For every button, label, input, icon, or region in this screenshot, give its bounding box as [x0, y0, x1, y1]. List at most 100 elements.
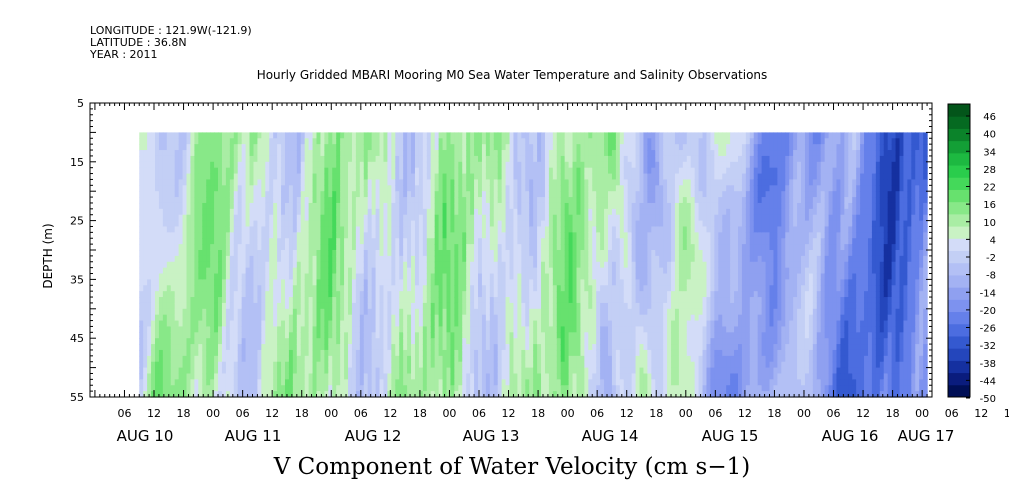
heatmap-cell: [552, 173, 558, 181]
heatmap-cell: [572, 238, 578, 245]
heatmap-cell: [304, 291, 310, 298]
heatmap-cell: [166, 344, 172, 351]
heatmap-cell: [399, 214, 404, 222]
heatmap-cell: [194, 155, 199, 163]
heatmap-cell: [462, 214, 467, 222]
heatmap-cell: [300, 326, 306, 333]
heatmap-cell: [493, 385, 499, 392]
heatmap-cell: [517, 238, 522, 245]
heatmap-cell: [568, 232, 574, 239]
heatmap-cell: [426, 361, 432, 369]
heatmap-cell: [481, 261, 487, 269]
heatmap-cell: [324, 291, 329, 298]
heatmap-cell: [485, 326, 491, 333]
heatmap-cell: [505, 232, 511, 239]
heatmap-cell: [210, 244, 215, 251]
heatmap-cell: [371, 373, 377, 380]
heatmap-cell: [470, 208, 475, 216]
heatmap-cell: [166, 167, 172, 175]
heatmap-cell: [210, 144, 215, 151]
heatmap-cell: [450, 244, 455, 251]
heatmap-cell: [371, 255, 377, 263]
heatmap-cell: [462, 326, 467, 333]
heatmap-cell: [371, 185, 377, 192]
heatmap-cell: [418, 220, 424, 228]
heatmap-cell: [170, 185, 176, 192]
heatmap-cell: [336, 285, 341, 292]
heatmap-cell: [434, 326, 440, 333]
heatmap-cell: [572, 297, 578, 304]
heatmap-cell: [403, 244, 408, 251]
heatmap-cell: [544, 308, 550, 316]
heatmap-cell: [245, 332, 251, 339]
heatmap-cell: [434, 191, 440, 198]
heatmap-cell: [300, 208, 306, 216]
heatmap-cell: [320, 132, 325, 139]
heatmap-cell: [458, 308, 463, 316]
heatmap-cell: [387, 197, 392, 204]
heatmap-cell: [399, 144, 404, 151]
heatmap-cell: [292, 391, 298, 398]
heatmap-cell: [324, 202, 329, 210]
heatmap-cell: [233, 261, 239, 269]
heatmap-cell: [501, 314, 507, 322]
heatmap-cell: [340, 244, 345, 251]
heatmap-cell: [497, 344, 503, 351]
heatmap-cell: [155, 261, 160, 269]
heatmap-cell: [269, 138, 274, 145]
heatmap-cell: [470, 308, 475, 316]
heatmap-cell: [147, 385, 152, 392]
heatmap-cell: [442, 202, 448, 210]
heatmap-cell: [379, 344, 385, 351]
heatmap-cell: [245, 167, 251, 175]
heatmap-cell: [517, 355, 522, 363]
heatmap-cell: [485, 349, 491, 357]
heatmap-cell: [332, 302, 337, 310]
heatmap-cell: [288, 355, 294, 363]
heatmap-cell: [533, 344, 538, 351]
heatmap-cell: [210, 226, 215, 233]
heatmap-cell: [284, 349, 290, 357]
heatmap-cell: [367, 302, 373, 310]
heatmap-cell: [485, 232, 491, 239]
heatmap-cell: [411, 326, 416, 333]
heatmap-cell: [151, 291, 156, 298]
heatmap-cell: [513, 167, 518, 175]
heatmap-cell: [312, 320, 318, 328]
heatmap-cell: [541, 385, 546, 392]
heatmap-cell: [225, 138, 231, 145]
heatmap-cell: [544, 173, 550, 181]
heatmap-cell: [292, 326, 298, 333]
heatmap-cell: [474, 391, 479, 398]
heatmap-cell: [206, 273, 211, 280]
heatmap-cell: [308, 238, 314, 245]
heatmap-cell: [458, 355, 463, 363]
heatmap-cell: [273, 255, 278, 263]
heatmap-cell: [474, 320, 479, 328]
heatmap-cell: [269, 261, 274, 269]
heatmap-cell: [202, 144, 207, 151]
heatmap-cell: [521, 385, 526, 392]
heatmap-cell: [426, 191, 432, 198]
heatmap-cell: [233, 349, 239, 357]
heatmap-cell: [348, 244, 353, 251]
heatmap-cell: [442, 226, 448, 233]
heatmap-cell: [552, 191, 558, 198]
heatmap-cell: [155, 208, 160, 216]
heatmap-cell: [379, 167, 385, 175]
heatmap-cell: [418, 379, 424, 386]
heatmap-cell: [493, 214, 499, 222]
heatmap-cell: [509, 197, 515, 204]
heatmap-cell: [541, 208, 546, 216]
heatmap-cell: [426, 267, 432, 275]
heatmap-cell: [564, 255, 570, 263]
heatmap-cell: [458, 255, 463, 263]
heatmap-cell: [387, 179, 392, 186]
heatmap-cell: [284, 250, 290, 257]
heatmap-cell: [533, 361, 538, 369]
heatmap-cell: [497, 308, 503, 316]
heatmap-cell: [328, 173, 333, 181]
heatmap-cell: [233, 150, 239, 157]
heatmap-cell: [316, 326, 322, 333]
heatmap-cell: [560, 197, 566, 204]
